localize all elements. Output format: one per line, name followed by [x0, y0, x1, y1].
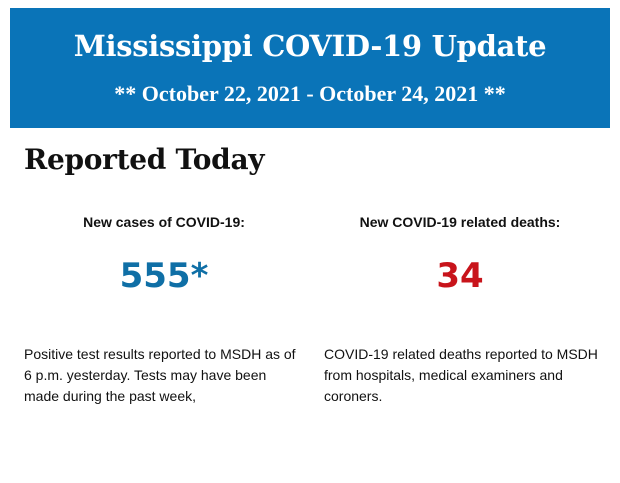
- new-cases-label: New cases of COVID-19:: [83, 214, 245, 230]
- new-cases-description: Positive test results reported to MSDH a…: [24, 346, 296, 404]
- section-title: Reported Today: [24, 143, 265, 176]
- new-deaths-value: 34: [436, 256, 484, 296]
- new-deaths-panel: New COVID-19 related deaths: 34: [310, 212, 610, 298]
- banner-title: Mississippi COVID-19 Update: [73, 29, 547, 63]
- new-deaths-label: New COVID-19 related deaths:: [359, 214, 561, 230]
- banner-date-range: ** October 22, 2021 - October 24, 2021 *…: [114, 81, 506, 106]
- new-deaths-description: COVID-19 related deaths reported to MSDH…: [324, 346, 598, 404]
- new-cases-panel: New cases of COVID-19: 555*: [14, 212, 314, 298]
- new-cases-value: 555*: [119, 256, 209, 296]
- header-banner: Mississippi COVID-19 Update ** October 2…: [10, 8, 610, 128]
